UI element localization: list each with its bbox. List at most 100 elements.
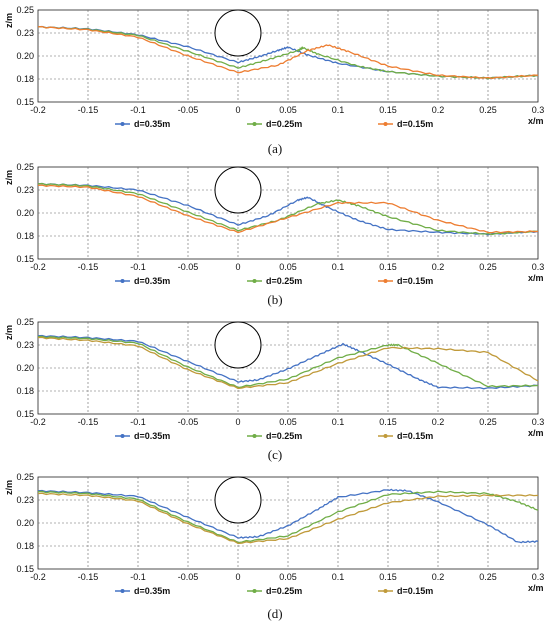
legend-label: d=0.15m [397, 586, 433, 596]
y-tick-label: 0.18 [16, 541, 34, 551]
series-line-d015m [37, 492, 539, 545]
chart-panel-3: -0.2 -0.15 -0.1 -0.05 0 0.05 0.1 0.15 0.2 0.25 0.3… [4, 317, 544, 441]
legend-marker [252, 279, 257, 283]
x-tick-label: 0.25 [479, 105, 497, 115]
y-tick-label: 0.23 [16, 185, 34, 195]
x-tick-label: 0.1 [332, 262, 345, 272]
x-tick-label: 0.05 [279, 572, 297, 582]
y-axis-label: z/m [4, 170, 14, 185]
x-tick-label: 0.15 [379, 417, 397, 427]
x-tick-label: 0.3 [532, 572, 545, 582]
y-tick-label: 0.18 [16, 231, 34, 241]
series-line-d015m [37, 336, 539, 390]
x-tick-label: -0.1 [130, 105, 146, 115]
x-axis-label: x/m [528, 116, 544, 126]
x-tick-label: 0.2 [432, 262, 445, 272]
legend-marker [383, 589, 388, 593]
x-tick-label: -0.15 [78, 105, 99, 115]
y-axis-label: z/m [4, 480, 14, 495]
chart-panel-2: -0.2 -0.15 -0.1 -0.05 0 0.05 0.1 0.15 0.2 0.25 0.3… [4, 162, 544, 286]
x-tick-label: -0.05 [178, 417, 199, 427]
x-tick-label: 0.15 [379, 572, 397, 582]
series-line-d035m [37, 182, 539, 236]
legend-label: d=0.15m [397, 119, 433, 129]
y-tick-label: 0.25 [16, 317, 34, 327]
legend-marker [252, 434, 257, 438]
y-tick-label: 0.15 [16, 254, 34, 264]
x-axis-label: x/m [528, 428, 544, 438]
y-tick-label: 0.18 [16, 74, 34, 84]
series-line-d015m [37, 25, 539, 80]
y-tick-label: 0.25 [16, 162, 34, 172]
x-axis-label: x/m [528, 583, 544, 593]
legend-marker [120, 122, 125, 126]
y-axis-label: z/m [4, 325, 14, 340]
x-tick-label: -0.1 [130, 417, 146, 427]
x-tick-label: -0.15 [78, 262, 99, 272]
pipe-circle [214, 321, 262, 369]
x-tick-label: 0 [235, 417, 240, 427]
y-tick-label: 0.18 [16, 386, 34, 396]
x-tick-label: -0.15 [78, 417, 99, 427]
legend-label: d=0.35m [134, 119, 170, 129]
chart-panel-1: -0.2 -0.15 -0.1 -0.05 0 0.05 0.1 0.15 0.2 0.25 0.3… [4, 5, 544, 129]
x-tick-label: 0.3 [532, 417, 545, 427]
series-line-d025m [37, 182, 539, 236]
series-line-d035m [37, 488, 539, 544]
x-tick-label: 0.2 [432, 417, 445, 427]
x-tick-label: -0.1 [130, 262, 146, 272]
x-tick-label: 0.1 [332, 417, 345, 427]
caption-c: (c) [268, 447, 282, 462]
series-line-d035m [37, 334, 539, 390]
x-tick-label: -0.05 [178, 105, 199, 115]
y-tick-label: 0.20 [16, 518, 34, 528]
legend-marker [252, 122, 257, 126]
legend-marker [252, 589, 257, 593]
x-tick-label: 0.1 [332, 105, 345, 115]
x-tick-label: 0.05 [279, 262, 297, 272]
y-tick-label: 0.15 [16, 564, 34, 574]
x-tick-label: 0 [235, 572, 240, 582]
legend-label: d=0.15m [397, 276, 433, 286]
legend-marker [383, 434, 388, 438]
y-tick-label: 0.15 [16, 409, 34, 419]
y-tick-label: 0.20 [16, 208, 34, 218]
x-tick-label: -0.2 [30, 572, 46, 582]
y-tick-label: 0.20 [16, 363, 34, 373]
chart-panel-4: -0.2 -0.15 -0.1 -0.05 0 0.05 0.1 0.15 0.2 0.25 0.3… [4, 472, 544, 596]
series-line-d025m [37, 490, 539, 544]
x-tick-label: -0.15 [78, 572, 99, 582]
legend-marker [383, 279, 388, 283]
y-tick-label: 0.23 [16, 28, 34, 38]
x-tick-label: -0.2 [30, 105, 46, 115]
legend-marker [383, 122, 388, 126]
x-tick-label: 0.3 [532, 105, 545, 115]
legend-marker [120, 279, 125, 283]
caption-b: (b) [267, 292, 282, 307]
y-tick-label: 0.20 [16, 51, 34, 61]
x-tick-label: -0.2 [30, 262, 46, 272]
x-tick-label: 0.2 [432, 572, 445, 582]
legend-label: d=0.25m [266, 586, 302, 596]
x-axis-label: x/m [528, 273, 544, 283]
x-tick-label: 0.15 [379, 262, 397, 272]
series-line-d025m [37, 335, 539, 389]
legend-label: d=0.35m [134, 586, 170, 596]
y-axis-label: z/m [4, 13, 14, 28]
y-tick-label: 0.25 [16, 5, 34, 15]
legend-label: d=0.25m [266, 276, 302, 286]
x-tick-label: 0.3 [532, 262, 545, 272]
x-tick-label: 0 [235, 262, 240, 272]
legend-label: d=0.35m [134, 276, 170, 286]
legend-label: d=0.25m [266, 431, 302, 441]
x-tick-label: 0.25 [479, 572, 497, 582]
pipe-circle [214, 9, 262, 57]
series-line-d025m [37, 25, 539, 80]
legend-marker [120, 589, 125, 593]
x-tick-label: 0 [235, 105, 240, 115]
legend-marker [120, 434, 125, 438]
x-tick-label: 0.25 [479, 417, 497, 427]
legend-label: d=0.25m [266, 119, 302, 129]
x-tick-label: 0.15 [379, 105, 397, 115]
